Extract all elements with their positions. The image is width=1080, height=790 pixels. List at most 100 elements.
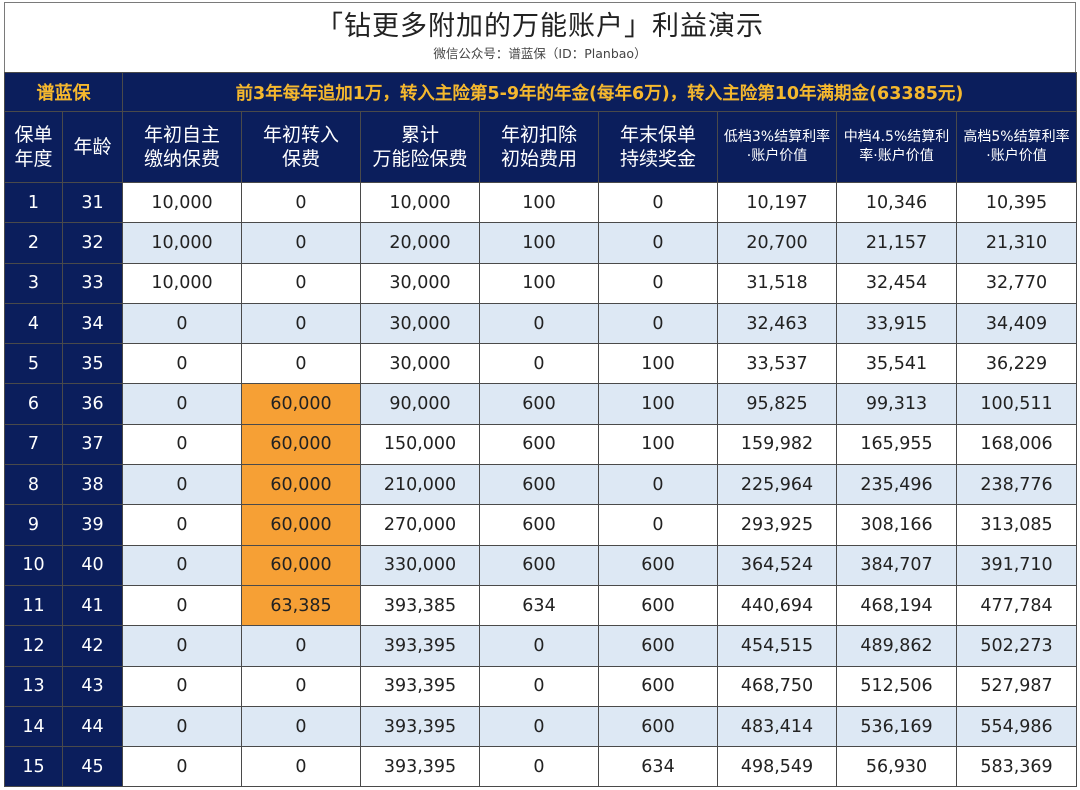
- cell-cumulative-premium: 330,000: [360, 544, 480, 586]
- header-line: 中档4.5%结算利: [843, 129, 950, 145]
- cell-initial-fee: 0: [479, 665, 599, 707]
- cell-transferred-premium: 0: [241, 746, 361, 788]
- header-line: ·账户价值: [986, 148, 1047, 164]
- column-header-row: 保单 年度 年龄 年初自主 缴纳保费 年初转入 保费 累计 万能险保费 年初扣除 初始费用 年末保单持…: [4, 111, 1077, 183]
- cell-low-rate-value: 468,750: [717, 665, 837, 707]
- cell-initial-fee: 0: [479, 746, 599, 788]
- cell-age: 32: [62, 222, 123, 264]
- cell-initial-fee: 0: [479, 302, 599, 345]
- header-line: 缴纳保费: [143, 148, 220, 170]
- cell-initial-fee: 600: [479, 423, 599, 466]
- header-self-paid-premium: 年初自主 缴纳保费: [122, 111, 242, 183]
- cell-initial-fee: 600: [479, 504, 599, 546]
- header-line: 年龄: [73, 136, 112, 158]
- cell-cumulative-premium: 393,395: [360, 705, 480, 748]
- cell-age: 41: [62, 584, 123, 627]
- cell-persistency-bonus: 600: [598, 584, 718, 627]
- cell-policy-year: 10: [4, 544, 63, 586]
- header-line: 年初扣除: [500, 124, 577, 146]
- cell-high-rate-value: 36,229: [956, 343, 1077, 385]
- cell-policy-year: 9: [4, 504, 63, 546]
- cell-age: 43: [62, 665, 123, 707]
- cell-age: 33: [62, 262, 123, 304]
- cell-persistency-bonus: 600: [598, 544, 718, 586]
- table-body: 1 31 10,000 0 10,000 100 0 10,197 10,346 10,395 2 3…: [4, 181, 1077, 788]
- header-line: 年度: [14, 148, 53, 170]
- table-row: 15 45 0 0 393,395 0 634 498,549 56,930 583,369: [4, 746, 1077, 788]
- banner-row: 谱蓝保 前3年每年追加1万，转入主险第5-9年的年金(每年6万)，转入主险第10…: [4, 72, 1077, 112]
- cell-persistency-bonus: 0: [598, 262, 718, 304]
- cell-transferred-premium: 60,000: [241, 464, 361, 506]
- header-line: 高档5%结算利率: [963, 129, 1070, 145]
- cell-high-rate-value: 34,409: [956, 302, 1077, 345]
- cell-self-paid-premium: 0: [122, 504, 242, 546]
- cell-policy-year: 14: [4, 705, 63, 748]
- cell-persistency-bonus: 0: [598, 302, 718, 345]
- cell-self-paid-premium: 0: [122, 746, 242, 788]
- cell-age: 31: [62, 181, 123, 224]
- cell-self-paid-premium: 0: [122, 423, 242, 466]
- cell-age: 37: [62, 423, 123, 466]
- cell-self-paid-premium: 10,000: [122, 181, 242, 224]
- cell-low-rate-value: 498,549: [717, 746, 837, 788]
- cell-low-rate-value: 440,694: [717, 584, 837, 627]
- cell-mid-rate-value: 32,454: [836, 262, 957, 304]
- cell-initial-fee: 100: [479, 181, 599, 224]
- cell-age: 38: [62, 464, 123, 506]
- cell-self-paid-premium: 0: [122, 302, 242, 345]
- header-policy-year: 保单 年度: [4, 111, 63, 183]
- header-line: 年初转入: [262, 124, 339, 146]
- cell-initial-fee: 600: [479, 383, 599, 425]
- cell-mid-rate-value: 99,313: [836, 383, 957, 425]
- header-line: ·账户价值: [746, 148, 808, 164]
- cell-policy-year: 4: [4, 302, 63, 345]
- cell-initial-fee: 0: [479, 705, 599, 748]
- cell-mid-rate-value: 33,915: [836, 302, 957, 345]
- header-mid-rate-value: 中档4.5%结算利 率·账户价值: [836, 111, 957, 183]
- cell-policy-year: 1: [4, 181, 63, 224]
- cell-initial-fee: 100: [479, 262, 599, 304]
- cell-self-paid-premium: 0: [122, 383, 242, 425]
- cell-high-rate-value: 583,369: [956, 746, 1077, 788]
- cell-cumulative-premium: 393,395: [360, 625, 480, 667]
- cell-age: 42: [62, 625, 123, 667]
- header-line: 率·账户价值: [859, 148, 934, 164]
- title-area: 「钻更多附加的万能账户」利益演示 微信公众号：谱蓝保（ID：Planbao）: [4, 2, 1076, 72]
- cell-cumulative-premium: 150,000: [360, 423, 480, 466]
- cell-persistency-bonus: 0: [598, 181, 718, 224]
- cell-high-rate-value: 100,511: [956, 383, 1077, 425]
- cell-mid-rate-value: 536,169: [836, 705, 957, 748]
- cell-mid-rate-value: 235,496: [836, 464, 957, 506]
- banner-description: 前3年每年追加1万，转入主险第5-9年的年金(每年6万)，转入主险第10年满期金…: [122, 72, 1077, 112]
- cell-age: 45: [62, 746, 123, 788]
- cell-policy-year: 12: [4, 625, 63, 667]
- cell-low-rate-value: 32,463: [717, 302, 837, 345]
- header-high-rate-value: 高档5%结算利率 ·账户价值: [956, 111, 1077, 183]
- cell-self-paid-premium: 0: [122, 584, 242, 627]
- table-row: 10 40 0 60,000 330,000 600 600 364,524 384,707 39…: [4, 544, 1077, 586]
- cell-cumulative-premium: 393,395: [360, 665, 480, 707]
- cell-age: 44: [62, 705, 123, 748]
- cell-cumulative-premium: 30,000: [360, 262, 480, 304]
- cell-persistency-bonus: 0: [598, 464, 718, 506]
- cell-self-paid-premium: 0: [122, 705, 242, 748]
- cell-mid-rate-value: 468,194: [836, 584, 957, 627]
- cell-self-paid-premium: 0: [122, 625, 242, 667]
- cell-self-paid-premium: 0: [122, 343, 242, 385]
- cell-high-rate-value: 168,006: [956, 423, 1077, 466]
- cell-self-paid-premium: 0: [122, 464, 242, 506]
- header-persistency-bonus: 年末保单 持续奖金: [598, 111, 718, 183]
- cell-high-rate-value: 313,085: [956, 504, 1077, 546]
- cell-high-rate-value: 502,273: [956, 625, 1077, 667]
- cell-high-rate-value: 21,310: [956, 222, 1077, 264]
- cell-transferred-premium: 0: [241, 262, 361, 304]
- cell-transferred-premium: 60,000: [241, 383, 361, 425]
- cell-mid-rate-value: 384,707: [836, 544, 957, 586]
- cell-transferred-premium: 63,385: [241, 584, 361, 627]
- cell-transferred-premium: 0: [241, 625, 361, 667]
- cell-high-rate-value: 10,395: [956, 181, 1077, 224]
- cell-cumulative-premium: 270,000: [360, 504, 480, 546]
- cell-transferred-premium: 60,000: [241, 544, 361, 586]
- cell-high-rate-value: 391,710: [956, 544, 1077, 586]
- cell-transferred-premium: 0: [241, 222, 361, 264]
